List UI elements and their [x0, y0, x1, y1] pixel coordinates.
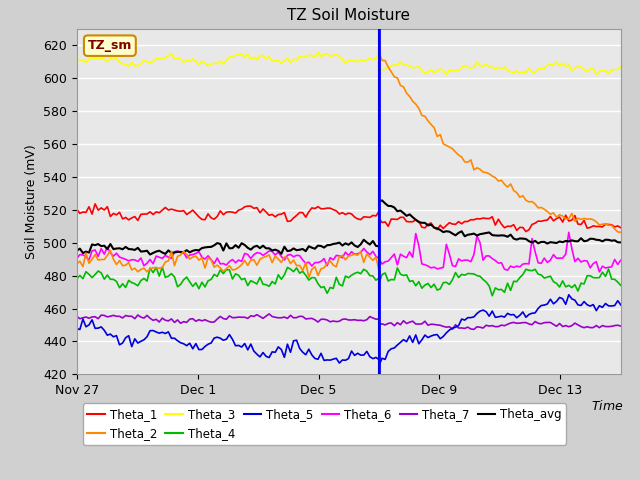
Theta_avg	[284, 248, 291, 254]
Theta_1	[522, 228, 530, 234]
Theta_7	[73, 313, 81, 319]
Theta_1	[92, 201, 99, 207]
Theta_avg	[617, 240, 625, 245]
Theta_7	[470, 326, 477, 332]
Line: Theta_avg: Theta_avg	[77, 201, 621, 254]
Theta_7	[284, 315, 291, 321]
Theta_7	[266, 311, 273, 317]
Theta_6	[186, 252, 193, 258]
Theta_1	[562, 212, 570, 218]
Theta_7	[562, 323, 570, 328]
Text: $\mathit{Time}$: $\mathit{Time}$	[591, 399, 623, 413]
Theta_avg	[137, 249, 145, 254]
Theta_6	[605, 264, 612, 270]
Line: Theta_7: Theta_7	[77, 314, 621, 329]
Theta_2	[605, 222, 612, 228]
Text: TZ_sm: TZ_sm	[88, 39, 132, 52]
Theta_6	[556, 255, 563, 261]
Legend: Theta_1, Theta_2, Theta_3, Theta_4, Theta_5, Theta_6, Theta_7, Theta_avg: Theta_1, Theta_2, Theta_3, Theta_4, Thet…	[83, 403, 566, 444]
Theta_avg	[189, 248, 196, 253]
Theta_5	[280, 354, 288, 360]
Theta_6	[137, 255, 145, 261]
Theta_5	[617, 302, 625, 308]
Theta_avg	[605, 237, 612, 243]
Theta_4	[488, 293, 496, 299]
Theta_2	[617, 229, 625, 235]
Theta_2	[73, 261, 81, 267]
Theta_3	[314, 49, 322, 55]
Theta_avg	[146, 252, 154, 257]
Theta_7	[617, 323, 625, 329]
Theta_3	[617, 64, 625, 70]
Theta_5	[565, 292, 573, 298]
Theta_2	[280, 254, 288, 260]
Theta_avg	[82, 249, 90, 254]
Theta_5	[137, 338, 145, 344]
Theta_6	[280, 257, 288, 263]
Theta_4	[617, 283, 625, 288]
Theta_avg	[378, 198, 386, 204]
Theta_5	[559, 296, 566, 301]
Line: Theta_2: Theta_2	[77, 54, 621, 277]
Theta_avg	[73, 248, 81, 254]
Theta_5	[605, 303, 612, 309]
Title: TZ Soil Moisture: TZ Soil Moisture	[287, 9, 410, 24]
Theta_6	[73, 255, 81, 261]
Theta_3	[137, 61, 145, 67]
Theta_3	[73, 56, 81, 61]
Theta_5	[186, 340, 193, 346]
Theta_5	[82, 324, 90, 330]
Theta_2	[186, 256, 193, 262]
Theta_7	[82, 314, 90, 320]
Theta_1	[284, 218, 291, 224]
Line: Theta_3: Theta_3	[77, 52, 621, 74]
Theta_7	[605, 324, 612, 329]
Theta_4	[159, 264, 166, 270]
Theta_2	[375, 51, 383, 57]
Theta_4	[605, 266, 612, 272]
Theta_7	[186, 316, 193, 322]
Theta_4	[82, 269, 90, 275]
Theta_3	[605, 71, 612, 76]
Theta_4	[284, 264, 291, 270]
Theta_6	[617, 257, 625, 263]
Line: Theta_6: Theta_6	[77, 232, 621, 272]
Theta_3	[593, 72, 600, 77]
Theta_4	[73, 276, 81, 282]
Theta_6	[82, 254, 90, 260]
Theta_3	[186, 59, 193, 64]
Theta_avg	[562, 238, 570, 244]
Line: Theta_5: Theta_5	[77, 295, 621, 365]
Theta_3	[559, 60, 566, 66]
Theta_6	[596, 269, 604, 275]
Theta_3	[280, 58, 288, 64]
Y-axis label: Soil Moisture (mV): Soil Moisture (mV)	[24, 144, 38, 259]
Theta_2	[82, 250, 90, 256]
Theta_4	[137, 278, 145, 284]
Theta_5	[73, 325, 81, 331]
Theta_1	[73, 206, 81, 212]
Theta_2	[562, 216, 570, 222]
Theta_4	[189, 284, 196, 289]
Theta_3	[82, 60, 90, 65]
Theta_2	[137, 267, 145, 273]
Theta_7	[137, 314, 145, 320]
Theta_2	[305, 275, 313, 280]
Theta_1	[189, 207, 196, 213]
Theta_4	[562, 284, 570, 290]
Theta_5	[375, 362, 383, 368]
Theta_1	[605, 222, 612, 228]
Theta_1	[617, 225, 625, 230]
Theta_6	[565, 229, 573, 235]
Theta_1	[140, 211, 148, 217]
Line: Theta_1: Theta_1	[77, 204, 621, 231]
Line: Theta_4: Theta_4	[77, 267, 621, 296]
Theta_1	[82, 209, 90, 215]
